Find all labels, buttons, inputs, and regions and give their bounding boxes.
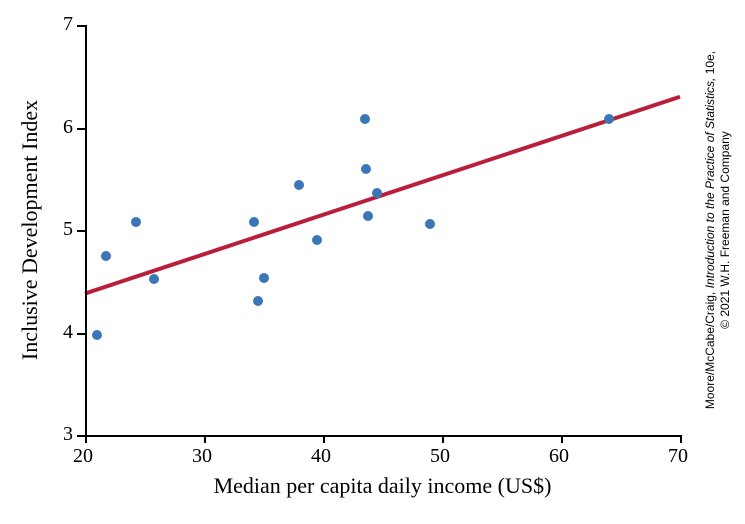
y-tick-label: 7 [63,13,73,36]
y-tick [77,435,85,437]
x-tick-label: 40 [311,445,331,468]
data-point [312,235,322,245]
x-tick [442,435,444,443]
x-tick-label: 60 [549,445,569,468]
x-tick [85,435,87,443]
y-tick [77,25,85,27]
data-point [259,273,269,283]
data-point [101,251,111,261]
x-tick [204,435,206,443]
data-point [294,180,304,190]
data-point [131,217,141,227]
data-point [361,164,371,174]
x-tick [680,435,682,443]
data-point [249,217,259,227]
data-point [372,188,382,198]
x-tick [561,435,563,443]
data-point [149,274,159,284]
x-axis-label: Median per capita daily income (US$) [214,473,552,499]
chart-container: { "chart": { "type": "scatter", "plot": … [0,0,745,524]
y-axis [85,25,87,437]
y-tick [77,128,85,130]
citation-title: Introduction to the Practice of Statisti… [703,78,717,289]
data-point [253,296,263,306]
y-tick-label: 3 [63,423,73,446]
citation-copyright: © 2021 W.H. Freeman and Company [718,50,733,410]
data-point [92,330,102,340]
citation-authors: Moore/McCabe/Craig, [703,288,717,409]
y-tick [77,230,85,232]
y-tick-label: 4 [63,321,73,344]
y-tick [77,333,85,335]
data-point [363,211,373,221]
citation-edition: 10e, [703,51,717,78]
data-point [360,114,370,124]
x-tick-label: 50 [430,445,450,468]
x-tick [323,435,325,443]
regression-line [0,0,745,524]
citation-text: Moore/McCabe/Craig, Introduction to the … [703,50,733,410]
x-axis [85,435,682,437]
x-tick-label: 30 [192,445,212,468]
y-tick-label: 6 [63,116,73,139]
data-point [604,114,614,124]
data-point [425,219,435,229]
y-axis-label: Inclusive Development Index [17,100,43,360]
y-tick-label: 5 [63,218,73,241]
x-tick-label: 70 [668,445,688,468]
x-tick-label: 20 [73,445,93,468]
